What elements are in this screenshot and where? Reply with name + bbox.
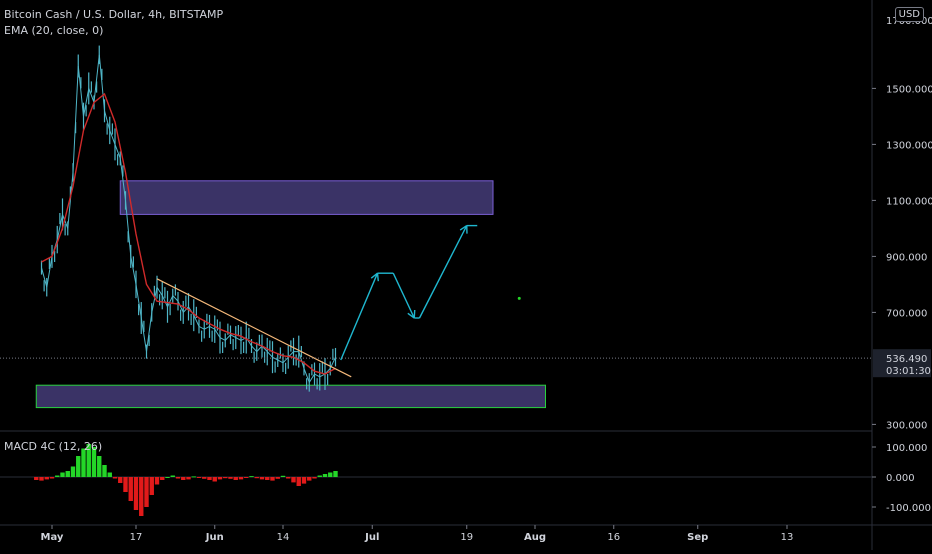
time-tick-label: Aug bbox=[524, 532, 546, 543]
macd-bar bbox=[302, 477, 306, 484]
macd-bar bbox=[239, 477, 243, 479]
time-tick-label: 14 bbox=[277, 532, 290, 543]
macd-bar bbox=[150, 477, 154, 495]
marker-dot bbox=[518, 297, 521, 300]
macd-bar bbox=[192, 476, 196, 477]
macd-bar bbox=[45, 477, 49, 479]
macd-bar bbox=[328, 473, 332, 478]
macd-bar bbox=[55, 476, 59, 478]
macd-bar bbox=[60, 473, 64, 478]
resistance-zone bbox=[120, 181, 493, 215]
macd-bar bbox=[155, 477, 159, 485]
macd-bar bbox=[260, 477, 264, 479]
macd-bar bbox=[34, 477, 38, 480]
time-tick-label: 17 bbox=[130, 532, 143, 543]
macd-bar bbox=[129, 477, 133, 501]
countdown-label: 03:01:30 bbox=[886, 366, 931, 377]
macd-bar bbox=[181, 477, 185, 480]
time-tick-label: Jun bbox=[205, 532, 224, 543]
macd-bar bbox=[234, 477, 238, 480]
macd-bar bbox=[312, 477, 316, 479]
macd-bar bbox=[318, 476, 322, 478]
support-zone bbox=[36, 385, 545, 407]
macd-bar bbox=[113, 477, 117, 479]
currency-badge[interactable]: USD bbox=[895, 7, 924, 22]
indicator-label: EMA (20, close, 0) bbox=[4, 24, 103, 37]
macd-tick-label: 100.000 bbox=[886, 443, 927, 454]
macd-bar bbox=[207, 477, 211, 480]
time-tick-label: 13 bbox=[781, 532, 794, 543]
macd-bar bbox=[218, 477, 222, 479]
macd-bar bbox=[76, 456, 80, 477]
macd-bar bbox=[186, 477, 190, 479]
time-tick-label: 19 bbox=[460, 532, 473, 543]
time-tick-label: Jul bbox=[364, 532, 379, 543]
macd-bar bbox=[108, 473, 112, 478]
macd-bar bbox=[281, 476, 285, 477]
macd-bar bbox=[66, 471, 70, 477]
macd-tick-label: 0.000 bbox=[886, 473, 915, 484]
macd-bar bbox=[270, 477, 274, 481]
macd-bar bbox=[228, 477, 232, 479]
macd-bar bbox=[160, 477, 164, 480]
projection-arrowhead bbox=[378, 273, 379, 281]
macd-bar bbox=[276, 477, 280, 479]
time-tick-label: 16 bbox=[607, 532, 620, 543]
macd-bar bbox=[171, 476, 175, 478]
time-tick-label: Sep bbox=[687, 532, 708, 543]
macd-bar bbox=[297, 477, 301, 486]
macd-bar bbox=[165, 477, 169, 478]
macd-bar bbox=[176, 477, 180, 479]
time-tick-label: May bbox=[41, 532, 64, 543]
macd-label: MACD 4C (12, 26) bbox=[4, 440, 102, 453]
macd-bar bbox=[144, 477, 148, 507]
macd-bar bbox=[71, 467, 75, 478]
macd-bar bbox=[323, 474, 327, 477]
price-tick-label: 1500.000 bbox=[886, 84, 932, 95]
price-tick-label: 700.000 bbox=[886, 308, 927, 319]
macd-bar bbox=[102, 465, 106, 477]
macd-bar bbox=[202, 477, 206, 479]
last-price-label: 536.490 bbox=[886, 354, 927, 365]
macd-bar bbox=[134, 477, 138, 510]
price-tick-label: 1300.000 bbox=[886, 140, 932, 151]
macd-bar bbox=[249, 476, 253, 477]
price-tick-label: 900.000 bbox=[886, 252, 927, 263]
price-tick-label: 1100.000 bbox=[886, 196, 932, 207]
macd-bar bbox=[123, 477, 127, 492]
macd-bar bbox=[97, 456, 101, 477]
macd-bar bbox=[197, 477, 201, 478]
macd-bar bbox=[333, 471, 337, 477]
macd-bar bbox=[50, 477, 54, 479]
macd-tick-label: -100.000 bbox=[886, 503, 931, 514]
macd-bar bbox=[265, 477, 269, 480]
macd-bar bbox=[307, 477, 311, 481]
macd-bar bbox=[139, 477, 143, 516]
macd-bar bbox=[39, 477, 43, 481]
macd-bar bbox=[291, 477, 295, 482]
price-tick-label: 300.000 bbox=[886, 420, 927, 431]
macd-bar bbox=[255, 477, 259, 478]
macd-bar bbox=[286, 477, 290, 479]
macd-bar bbox=[244, 477, 248, 478]
symbol-title: Bitcoin Cash / U.S. Dollar, 4h, BITSTAMP bbox=[4, 8, 223, 21]
macd-bar bbox=[118, 477, 122, 483]
macd-bar bbox=[213, 477, 217, 482]
macd-bar bbox=[223, 477, 227, 478]
